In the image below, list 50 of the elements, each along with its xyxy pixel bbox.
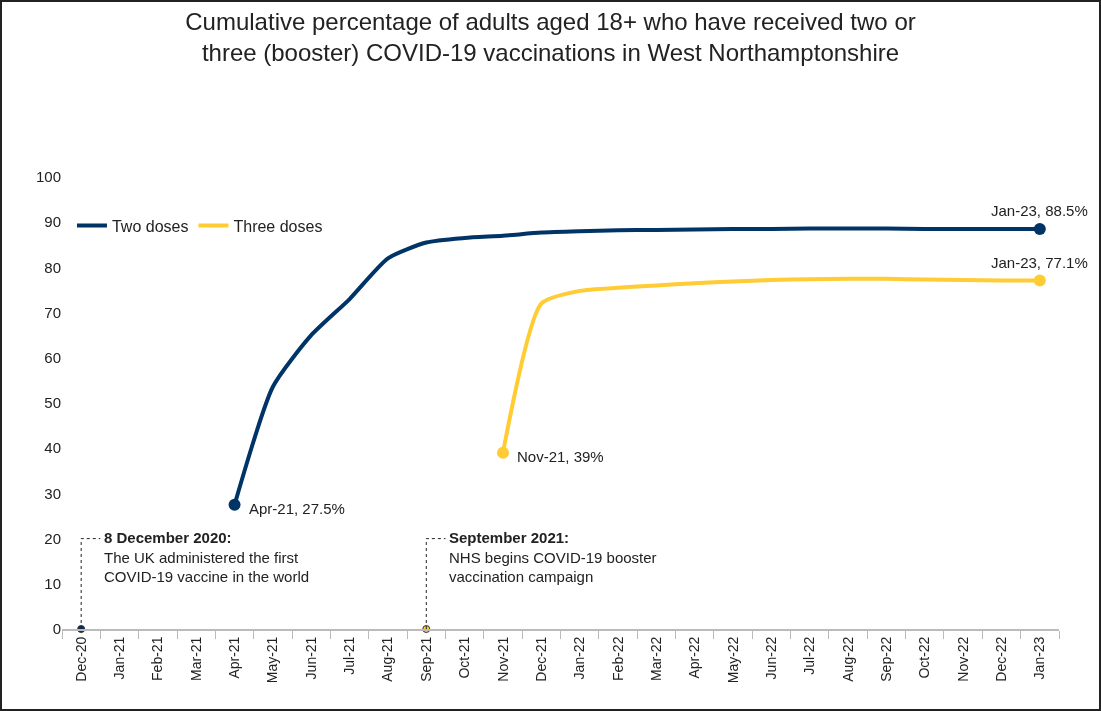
x-tick-label: Mar-21	[187, 636, 204, 681]
x-tick-label: Dec-22	[993, 636, 1010, 682]
point	[228, 498, 241, 511]
data-label: Jan-23, 88.5%	[991, 202, 1088, 219]
x-tick-label: Feb-21	[149, 636, 166, 681]
x-tick-label: Dec-20	[72, 636, 89, 682]
y-tick-label: 20	[44, 529, 61, 547]
y-tick-label: 90	[44, 213, 61, 231]
x-tick-label: Nov-21	[494, 636, 511, 682]
data-label: Nov-21, 39%	[517, 448, 604, 465]
x-tick-label: Mar-22	[647, 636, 664, 681]
x-tick-label: Jan-21	[111, 636, 128, 680]
chart-title: Cumulative percentage of adults aged 18+ who have received two or three (booster) COVID-19 vaccinations in West Northamptonshire	[185, 8, 916, 67]
legend-label: Three doses	[233, 217, 323, 235]
x-tick-label: Nov-22	[954, 636, 971, 682]
x-tick-label: Jan-22	[571, 636, 588, 680]
y-tick-label: 0	[52, 620, 61, 638]
x-tick-label: Dec-21	[532, 636, 549, 682]
annotation: 8 December 2020: The UK administered the first COVID-19 vaccine in the world	[104, 529, 310, 585]
y-tick-label: 30	[44, 484, 61, 502]
data-label: Jan-23, 77.1%	[991, 254, 1088, 271]
x-tick-label: Feb-22	[609, 636, 626, 681]
x-tick-label: Jul-21	[341, 636, 358, 675]
x-tick-label: Jun-22	[762, 636, 779, 680]
x-tick-label: Aug-21	[379, 636, 396, 682]
x-tick-label: May-21	[264, 636, 281, 684]
y-tick-label: 80	[44, 258, 61, 276]
y-tick-label: 10	[44, 575, 61, 593]
annotation: September 2021: NHS begins COVID-19 booster vaccination campaign	[449, 529, 657, 585]
y-tick-label: 100	[35, 168, 61, 186]
y-tick-label: 50	[44, 394, 61, 412]
x-tick-label: Jan-23	[1031, 636, 1048, 680]
point	[1033, 274, 1046, 287]
y-tick-label: 70	[44, 303, 61, 321]
data-label: Apr-21, 27.5%	[249, 500, 345, 517]
x-tick-label: Apr-22	[686, 636, 703, 679]
x-tick-label: Sep-21	[417, 636, 434, 682]
x-tick-label: Aug-22	[839, 636, 856, 682]
x-tick-label: Apr-21	[226, 636, 243, 679]
x-tick-label: Jul-22	[801, 636, 818, 675]
x-tick-label: Sep-22	[877, 636, 894, 682]
x-tick-label: Oct-22	[916, 636, 933, 679]
legend-label: Two doses	[111, 217, 189, 235]
y-tick-label: 40	[44, 439, 61, 457]
x-tick-label: Oct-21	[456, 636, 473, 679]
x-tick-label: Jun-21	[302, 636, 319, 680]
point	[496, 446, 509, 459]
x-tick-label: May-22	[724, 636, 741, 684]
point	[1033, 222, 1046, 235]
y-tick-label: 60	[44, 349, 61, 367]
